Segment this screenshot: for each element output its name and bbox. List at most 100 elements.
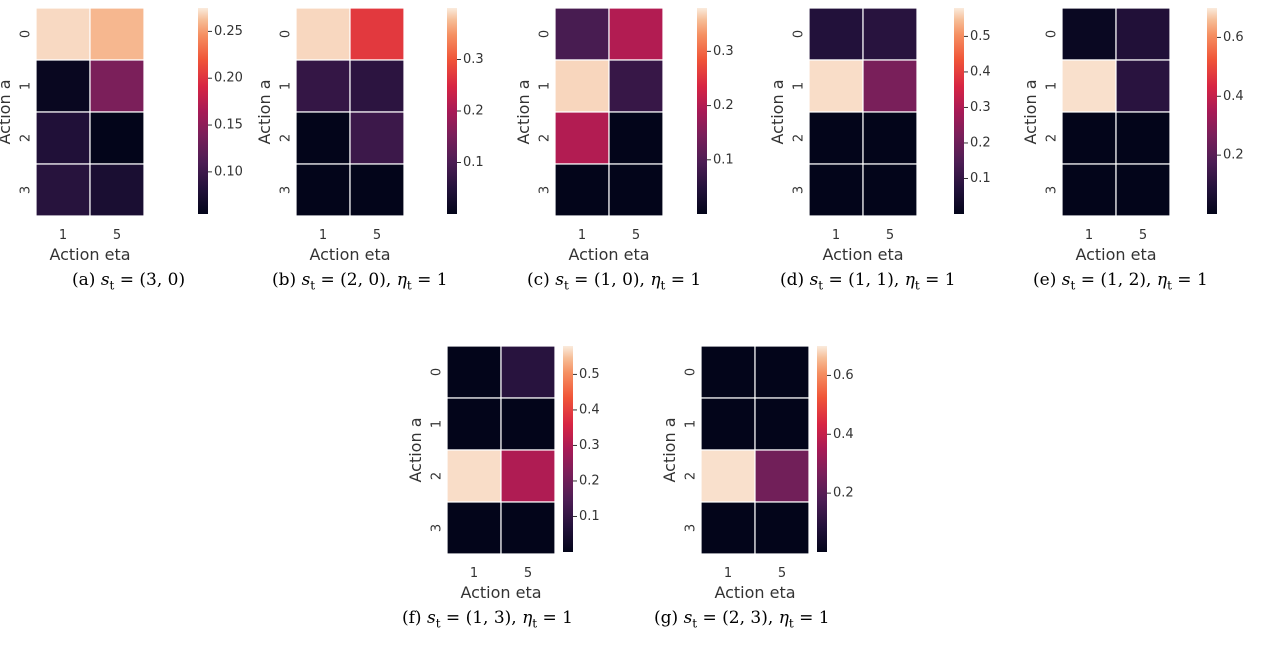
colorbar <box>697 8 707 214</box>
x-tick-label: 5 <box>632 228 640 243</box>
caption-state-value: = (1, 1), <box>823 270 900 290</box>
y-tick-label: 1 <box>279 82 294 90</box>
x-tick-label: 5 <box>113 228 121 243</box>
caption-state-subscript: t <box>435 616 441 631</box>
x-tick-label: 5 <box>886 228 894 243</box>
heatmap-cell-r2-c5 <box>754 449 810 503</box>
y-tick-label: 2 <box>279 134 294 142</box>
heatmap-cell-r2-c1 <box>1061 111 1117 165</box>
caption-state-value: = (1, 3), <box>440 608 517 628</box>
caption-eta-value: = 1 <box>537 608 573 628</box>
colorbar-tick-label: 0.20 <box>214 71 243 86</box>
y-tick-label: 0 <box>430 368 445 376</box>
colorbar-tick-label: 0.4 <box>1223 89 1244 104</box>
heatmap-cell-r0-c5 <box>500 345 556 399</box>
colorbar-tick-label: 0.10 <box>214 164 243 179</box>
colorbar-tick-label: 0.6 <box>1223 30 1244 45</box>
heatmap-cell-r1-c5 <box>89 59 145 113</box>
caption-eta-subscript: t <box>914 278 920 293</box>
caption-tag: (a) <box>72 270 101 290</box>
colorbar-tick-label: 0.4 <box>970 64 991 79</box>
heatmap-cell-r0-c5 <box>349 7 405 61</box>
colorbar-tick-label: 0.2 <box>970 135 991 150</box>
y-tick-label: 2 <box>430 472 445 480</box>
y-tick-label: 1 <box>430 420 445 428</box>
heatmap-cell-r1-c1 <box>700 397 756 451</box>
heatmap-cell-r0-c5 <box>89 7 145 61</box>
panel-caption: (e) st = (1, 2), ηt = 1 <box>1033 270 1208 292</box>
heatmap-cell-r1-c1 <box>295 59 351 113</box>
panel-caption: (b) st = (2, 0), ηt = 1 <box>272 270 448 292</box>
caption-state-subscript: t <box>1070 278 1076 293</box>
x-tick-label: 5 <box>373 228 381 243</box>
y-tick-label: 1 <box>792 82 807 90</box>
colorbar-tick-label: 0.3 <box>579 438 600 453</box>
caption-eta-subscript: t <box>406 278 412 293</box>
y-tick-label: 2 <box>684 472 699 480</box>
caption-eta-symbol: η <box>516 608 533 628</box>
colorbar-tick-label: 0.1 <box>713 152 734 167</box>
caption-eta-subscript: t <box>1167 278 1172 293</box>
heatmap-cell-r2-c1 <box>446 449 502 503</box>
heatmap-panel: 0 1 2 3 1 5 Action eta Action a 0.1 0.2 0.3 0.4 0.5 <box>406 345 600 602</box>
heatmap-cell-r2-c1 <box>35 111 91 165</box>
x-tick-label: 5 <box>778 566 786 581</box>
caption-eta-value: = 1 <box>665 270 702 290</box>
panel-caption: (f) st = (1, 3), ηt = 1 <box>402 608 573 630</box>
caption-state-value: = (2, 3), <box>697 608 774 628</box>
x-tick-label: 1 <box>59 228 67 243</box>
panel-caption: (c) st = (1, 0), ηt = 1 <box>527 270 701 292</box>
y-tick-label: 1 <box>684 420 699 428</box>
heatmap-cell-r3-c1 <box>808 163 864 217</box>
heatmap-panel: 0 1 2 3 1 5 Action eta Action a 0.2 0.4 0.6 <box>660 345 854 602</box>
x-tick-label: 5 <box>1139 228 1147 243</box>
heatmap-cell-r2-c1 <box>700 449 756 503</box>
x-tick-label: 1 <box>470 566 478 581</box>
y-tick-label: 0 <box>1045 30 1060 38</box>
colorbar-tick-label: 0.1 <box>579 509 600 524</box>
panel-caption: (d) st = (1, 1), ηt = 1 <box>780 270 956 292</box>
heatmap-panel: 0 1 2 3 1 5 Action eta Action a 0.10 0.15 0.20 0.25 <box>0 7 243 264</box>
heatmap-cell-r3-c5 <box>500 501 556 555</box>
heatmap-cell-r3-c5 <box>754 501 810 555</box>
y-axis-label: Action a <box>768 80 787 145</box>
heatmap-cell-r3-c5 <box>862 163 918 217</box>
caption-state-symbol: s <box>809 270 819 290</box>
caption-eta-value: = 1 <box>1171 270 1208 290</box>
x-axis-label: Action eta <box>460 583 541 602</box>
y-tick-label: 3 <box>1045 186 1060 194</box>
caption-state-symbol: s <box>683 608 693 628</box>
heatmap-cell-r3-c5 <box>89 163 145 217</box>
caption-state-subscript: t <box>563 278 569 293</box>
y-tick-label: 3 <box>538 186 553 194</box>
heatmap-cell-r2-c1 <box>808 111 864 165</box>
y-tick-label: 1 <box>1045 82 1060 90</box>
x-axis-label: Action eta <box>714 583 795 602</box>
y-axis-label: Action a <box>1021 80 1040 145</box>
caption-tag: (f) <box>402 608 427 628</box>
heatmap-panel: 0 1 2 3 1 5 Action eta Action a 0.1 0.2 0.3 0.4 0.5 <box>768 7 991 264</box>
y-axis-label: Action a <box>514 80 533 145</box>
y-tick-label: 2 <box>792 134 807 142</box>
caption-state-value: = (1, 2), <box>1075 270 1152 290</box>
y-tick-label: 3 <box>684 524 699 532</box>
heatmap-cell-r1-c5 <box>608 59 664 113</box>
colorbar-tick-label: 0.5 <box>970 29 991 44</box>
heatmap-cell-r2-c1 <box>554 111 610 165</box>
panel-caption: (a) st = (3, 0) <box>72 270 185 292</box>
heatmap-cell-r2-c5 <box>89 111 145 165</box>
heatmap-cell-r1-c5 <box>1115 59 1171 113</box>
heatmap-cell-r0-c5 <box>862 7 918 61</box>
caption-state-subscript: t <box>818 278 824 293</box>
x-tick-label: 1 <box>832 228 840 243</box>
colorbar <box>563 346 573 552</box>
heatmap-cell-r3-c1 <box>554 163 610 217</box>
y-tick-label: 0 <box>684 368 699 376</box>
heatmap-cell-r1-c1 <box>35 59 91 113</box>
y-axis-label: Action a <box>0 80 14 145</box>
x-axis-label: Action eta <box>309 245 390 264</box>
heatmap-cell-r0-c1 <box>554 7 610 61</box>
caption-state-symbol: s <box>426 608 436 628</box>
caption-eta-value: = 1 <box>411 270 448 290</box>
